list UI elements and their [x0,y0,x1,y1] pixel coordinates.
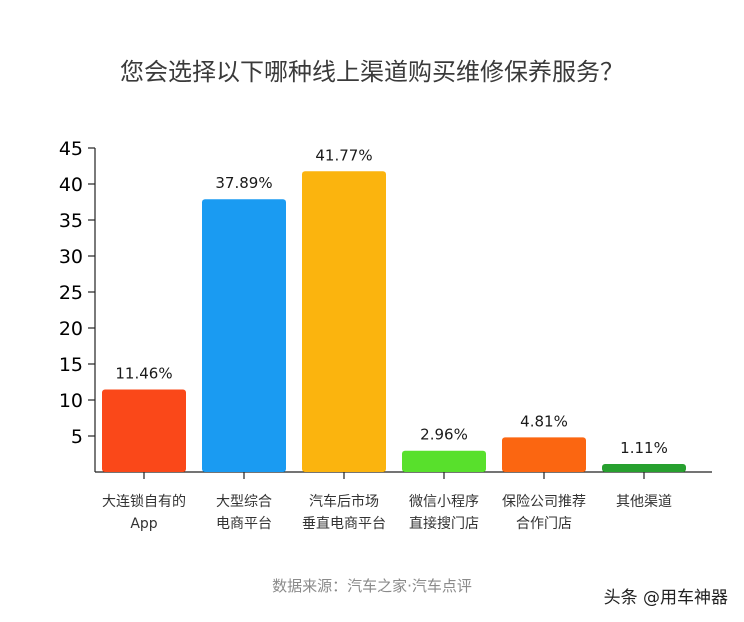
value-label: 1.11% [620,439,668,457]
x-category-label: App [130,516,157,532]
watermark: 头条 @用车神器 [604,588,728,608]
bar [502,437,586,472]
value-label: 37.89% [215,174,272,192]
bars [102,171,686,473]
bar [102,389,186,472]
y-tick-label: 40 [59,174,83,196]
y-tick-label: 35 [59,210,83,232]
y-tick-label: 30 [59,246,83,268]
source-note: 数据来源：汽车之家·汽车点评 [272,577,472,595]
x-category-label: 汽车后市场 [309,493,379,510]
chart-title: 您会选择以下哪种线上渠道购买维修保养服务？ [120,58,624,86]
value-label: 4.81% [520,412,568,430]
y-tick-label: 10 [59,390,83,412]
bar [202,199,286,472]
bar [602,464,686,472]
value-label: 41.77% [315,146,372,164]
x-category-label: 直接搜门店 [409,515,479,532]
x-category-label: 微信小程序 [409,494,479,510]
value-label: 11.46% [115,364,172,382]
value-label: 2.96% [420,426,468,444]
x-category-label: 保险公司推荐 [502,494,586,510]
x-category-label: 其他渠道 [616,494,672,510]
data-labels: 11.46% 37.89% 41.77% 2.96% 4.81% 1.11% [115,146,667,457]
bar [402,450,486,472]
y-tick-label: 5 [71,426,83,448]
x-category-label: 合作门店 [516,516,572,532]
x-category-label: 大型综合 [216,494,272,510]
x-category-label: 大连锁自有的 [102,494,186,510]
bar [302,171,386,473]
y-tick-label: 20 [59,318,83,340]
y-axis: 5 10 15 20 25 30 35 40 45 [59,138,95,448]
y-tick-label: 45 [59,138,83,160]
x-category-label: 电商平台 [216,516,272,532]
y-tick-label: 15 [59,354,83,376]
x-category-label: 垂直电商平台 [302,515,386,532]
y-tick-label: 25 [59,282,83,304]
